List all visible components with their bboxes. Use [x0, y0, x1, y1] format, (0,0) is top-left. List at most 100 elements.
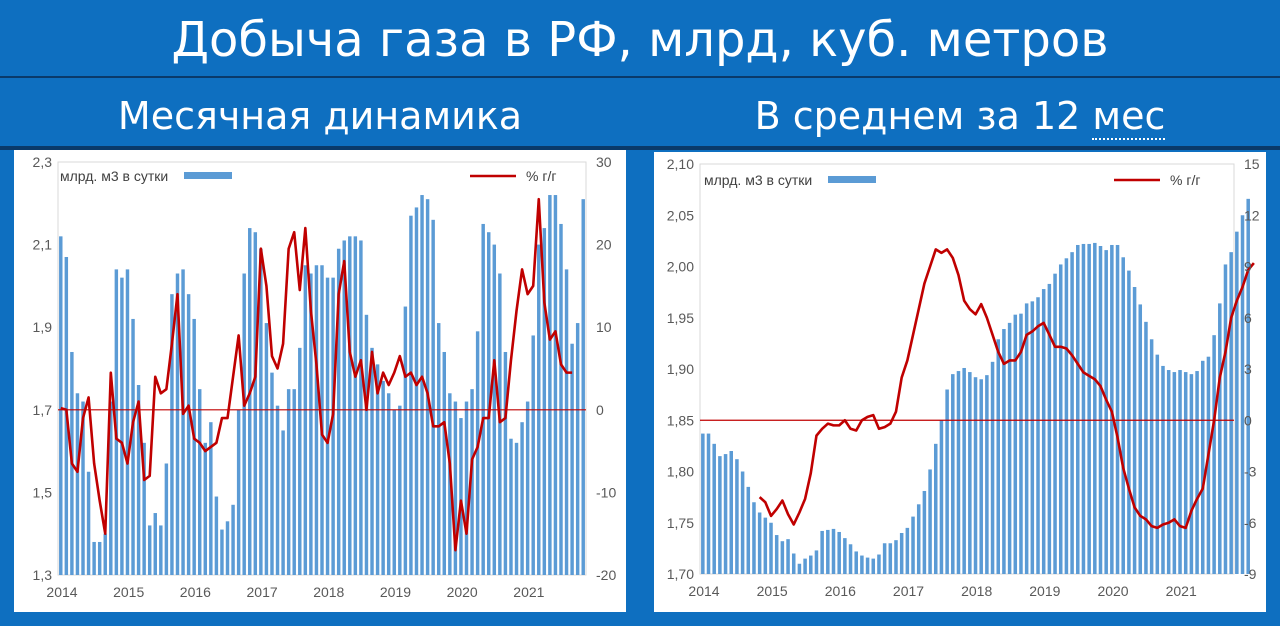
- data-bar: [303, 265, 308, 575]
- data-bar: [442, 351, 446, 575]
- data-bar: [837, 531, 841, 574]
- data-bar: [531, 335, 535, 575]
- data-bar: [843, 538, 847, 574]
- page-title: Добыча газа в РФ, млрд, куб. метров: [171, 12, 1109, 68]
- data-bar: [939, 420, 944, 574]
- data-bar: [1064, 258, 1069, 574]
- data-bar: [916, 504, 921, 574]
- data-bar: [922, 490, 927, 574]
- data-bar: [831, 528, 836, 574]
- data-bar: [525, 401, 530, 575]
- data-bar: [860, 555, 864, 574]
- data-bar: [420, 195, 424, 575]
- data-bar: [1115, 244, 1120, 574]
- left-axis-tick-label: 1,7: [33, 402, 53, 418]
- data-bar: [375, 364, 380, 575]
- data-bar: [181, 269, 185, 575]
- data-bar: [386, 393, 391, 575]
- data-bar: [292, 389, 296, 575]
- data-bar: [871, 558, 876, 574]
- data-bar: [718, 456, 722, 574]
- data-bar: [757, 512, 762, 574]
- data-bar: [882, 543, 887, 574]
- right-axis-tick-label: -10: [596, 484, 616, 500]
- right-subtitle-underlined: мес: [1092, 94, 1166, 140]
- data-bar: [398, 405, 402, 575]
- left-axis-tick-label: 1,80: [667, 464, 694, 480]
- data-bar: [706, 433, 711, 574]
- data-bar: [809, 555, 813, 574]
- data-bar: [175, 273, 180, 575]
- data-bar: [1212, 335, 1216, 574]
- data-bar: [59, 236, 63, 575]
- data-bar: [298, 347, 302, 575]
- data-bar: [436, 323, 441, 575]
- right-axis-tick-label: 0: [1244, 412, 1252, 428]
- data-bar: [735, 459, 739, 574]
- data-bar: [911, 516, 915, 574]
- left-axis-tick-label: 2,00: [667, 259, 694, 275]
- right-axis-tick-label: 20: [596, 237, 612, 253]
- data-bar: [186, 294, 191, 575]
- right-axis-tick-label: 3: [1244, 361, 1252, 377]
- data-bar: [956, 371, 961, 574]
- data-bar: [225, 521, 230, 575]
- data-bar: [1093, 242, 1097, 575]
- data-bar: [359, 240, 363, 575]
- data-bar: [170, 294, 174, 575]
- annual-average-chart: 1,70 1,75 1,80 1,85 1,90 1,95 2,00 2,05 2,10 -9 -6…: [667, 156, 1260, 599]
- data-bar: [325, 277, 330, 575]
- data-bar: [236, 409, 241, 575]
- legend-line-label: % г/г: [1170, 172, 1200, 188]
- data-bar: [464, 401, 469, 575]
- data-bar: [198, 389, 202, 575]
- data-bar: [564, 269, 569, 575]
- x-axis-tick-label: 2014: [46, 584, 77, 600]
- right-axis-tick-label: -9: [1244, 566, 1257, 582]
- data-bar: [1121, 257, 1125, 574]
- data-bar: [1041, 289, 1046, 574]
- legend-line-label: % г/г: [526, 168, 556, 184]
- data-bar: [968, 372, 972, 574]
- data-bar: [559, 223, 563, 575]
- data-bar: [1104, 250, 1108, 574]
- data-bar: [1166, 370, 1171, 574]
- data-bar: [409, 215, 413, 575]
- right-subtitle-main: В среднем за 12: [754, 94, 1093, 138]
- yoy-line: [758, 248, 1255, 530]
- x-axis-tick-label: 2018: [313, 584, 344, 600]
- data-bar: [159, 525, 163, 575]
- data-bar: [1058, 264, 1063, 574]
- data-bar: [1172, 372, 1177, 574]
- data-bar: [1098, 246, 1103, 574]
- data-bar: [1138, 304, 1143, 574]
- data-bar: [1047, 283, 1052, 574]
- data-bar: [481, 223, 485, 575]
- subheader-divider: [0, 146, 1280, 150]
- data-bar: [414, 207, 419, 575]
- data-bar: [928, 469, 932, 574]
- data-bar: [1007, 322, 1012, 574]
- data-bar: [951, 374, 955, 575]
- legend-bars-swatch: [828, 176, 876, 183]
- right-axis-tick-label: 6: [1244, 310, 1252, 326]
- monthly-chart: 1,3 1,5 1,7 1,9 2,1 2,3 -20 -10 0 10 20 30 2014 2015 2…: [33, 154, 617, 600]
- data-bar: [894, 540, 898, 574]
- data-bar: [774, 535, 779, 574]
- data-bar: [729, 451, 733, 574]
- right-axis-tick-label: 10: [596, 319, 612, 335]
- data-bar: [309, 273, 313, 575]
- data-bar: [1053, 273, 1057, 574]
- x-axis-tick-label: 2020: [1097, 583, 1128, 599]
- data-bar: [275, 405, 280, 575]
- data-bar: [281, 430, 285, 575]
- data-bar: [1019, 313, 1023, 574]
- data-bar: [797, 563, 802, 574]
- x-axis-tick-label: 2017: [247, 584, 278, 600]
- data-bar: [979, 379, 983, 574]
- data-bar: [1155, 354, 1160, 574]
- data-bar: [264, 323, 269, 575]
- data-bar: [342, 240, 346, 575]
- data-bar: [142, 442, 146, 575]
- x-axis-tick-label: 2015: [113, 584, 144, 600]
